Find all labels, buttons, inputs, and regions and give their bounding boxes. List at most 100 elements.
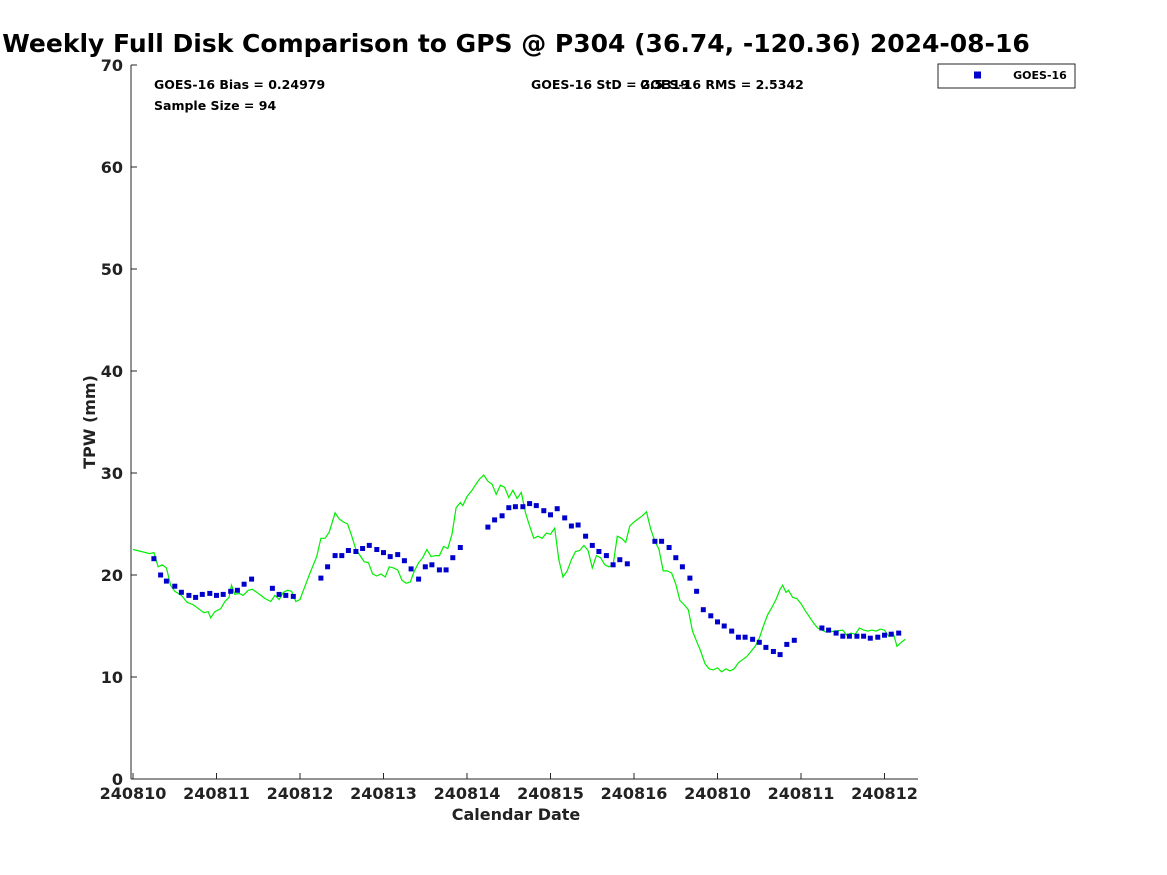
goes16-data-point (401, 558, 407, 564)
y-tick-label: 0 (112, 770, 123, 789)
goes16-data-point (826, 627, 832, 633)
x-tick-label: 240811 (183, 784, 250, 803)
goes16-data-point (249, 576, 255, 582)
goes16-data-point (763, 644, 769, 650)
goes16-data-point (721, 623, 727, 629)
goes16-data-point (360, 546, 366, 551)
goes16-data-point (193, 594, 199, 600)
x-tick-label: 240812 (267, 784, 334, 803)
goes16-data-point (220, 591, 226, 597)
goes16-data-point (770, 649, 776, 654)
goes16-data-point (589, 542, 595, 548)
goes16-data-point (533, 503, 539, 509)
goes16-data-point (178, 589, 184, 595)
goes16-data-point (583, 533, 589, 539)
goes16-data-point (422, 564, 428, 570)
goes16-data-point (708, 613, 714, 619)
y-axis: 0 10 20 30 40 50 60 70 (101, 56, 137, 789)
stat-std: GOES-16 StD = 2.5319 (531, 77, 689, 92)
goes16-data-point (387, 554, 393, 560)
goes16-data-point (659, 538, 665, 544)
stat-bias: GOES-16 Bias = 0.24979 (154, 77, 325, 92)
goes16-data-point (186, 592, 192, 598)
goes16-data-point (395, 552, 401, 558)
gps-series-line (132, 474, 906, 673)
goes16-data-point (207, 590, 213, 596)
goes16-data-point (353, 549, 359, 554)
goes16-data-point (512, 504, 518, 510)
goes16-data-point (846, 633, 852, 639)
series-layer (132, 474, 906, 673)
goes16-data-point (283, 592, 289, 598)
goes16-data-point (548, 512, 553, 518)
goes16-data-point (158, 572, 164, 578)
chart-title: Weekly Full Disk Comparison to GPS @ P30… (2, 29, 1029, 58)
x-tick-label: 240815 (517, 784, 584, 803)
goes16-data-point (366, 542, 372, 548)
goes16-data-point (450, 555, 456, 561)
goes16-data-point (624, 561, 630, 567)
goes16-data-point (673, 555, 679, 561)
goes16-data-point (756, 639, 762, 645)
goes16-data-point (290, 593, 296, 599)
goes16-data-point (882, 632, 887, 638)
goes16-data-point (750, 636, 756, 642)
goes16-data-point (729, 628, 735, 634)
goes16-data-point (568, 523, 574, 529)
goes16-data-point (485, 524, 491, 530)
goes16-data-point (163, 578, 169, 584)
x-tick-label: 240811 (768, 784, 835, 803)
goes16-data-point (840, 633, 846, 639)
legend: GOES-16 (937, 63, 1076, 89)
x-tick-label: 240810 (100, 784, 167, 803)
goes16-data-point (269, 585, 275, 591)
y-tick-label: 10 (101, 668, 123, 687)
goes16-data-point (867, 635, 873, 641)
goes16-data-point (332, 553, 338, 559)
goes16-data-point (554, 506, 560, 512)
goes16-data-point (228, 588, 234, 594)
x-tick-label: 240816 (601, 784, 668, 803)
goes16-data-point (241, 581, 247, 587)
y-tick-label: 20 (101, 566, 123, 585)
legend-box (937, 63, 1076, 89)
x-axis-label: Calendar Date (452, 805, 581, 824)
goes16-data-point (499, 513, 505, 519)
legend-label: GOES-16 (1013, 69, 1067, 82)
goes16-data-point (896, 630, 902, 636)
goes16-data-point (715, 619, 720, 625)
goes16-data-point (596, 549, 602, 554)
goes16-data-point (325, 564, 331, 570)
goes16-data-point (700, 607, 706, 613)
goes16-data-point (527, 501, 533, 507)
legend-marker (974, 71, 981, 79)
x-tick-label: 240812 (851, 784, 918, 803)
goes16-data-point (492, 517, 498, 523)
x-tick-label: 240814 (434, 784, 501, 803)
goes16-data-point (436, 567, 442, 573)
goes16-data-point (854, 633, 860, 639)
y-axis-label: TPW (mm) (80, 375, 99, 469)
goes16-data-point (276, 591, 282, 597)
goes16-data-point (791, 637, 797, 643)
goes16-data-point (151, 556, 157, 562)
goes16-data-point (694, 588, 700, 594)
goes16-data-point (408, 566, 414, 572)
goes16-data-point (214, 592, 219, 598)
goes16-data-point (819, 625, 825, 631)
goes16-data-point (416, 576, 422, 582)
goes16-data-point (562, 515, 568, 521)
goes16-data-point (735, 634, 741, 640)
goes16-data-point (318, 575, 324, 581)
y-tick-label: 60 (101, 158, 123, 177)
goes16-data-point (833, 630, 839, 636)
y-tick-label: 50 (101, 260, 123, 279)
goes16-data-point (610, 562, 616, 568)
plot-area (131, 65, 918, 779)
goes16-data-point (457, 545, 463, 550)
goes16-data-point (687, 575, 693, 581)
stat-rms: GOES-16 RMS = 2.5342 (640, 77, 804, 92)
goes16-data-point (784, 641, 790, 647)
y-tick-label: 30 (101, 464, 123, 483)
